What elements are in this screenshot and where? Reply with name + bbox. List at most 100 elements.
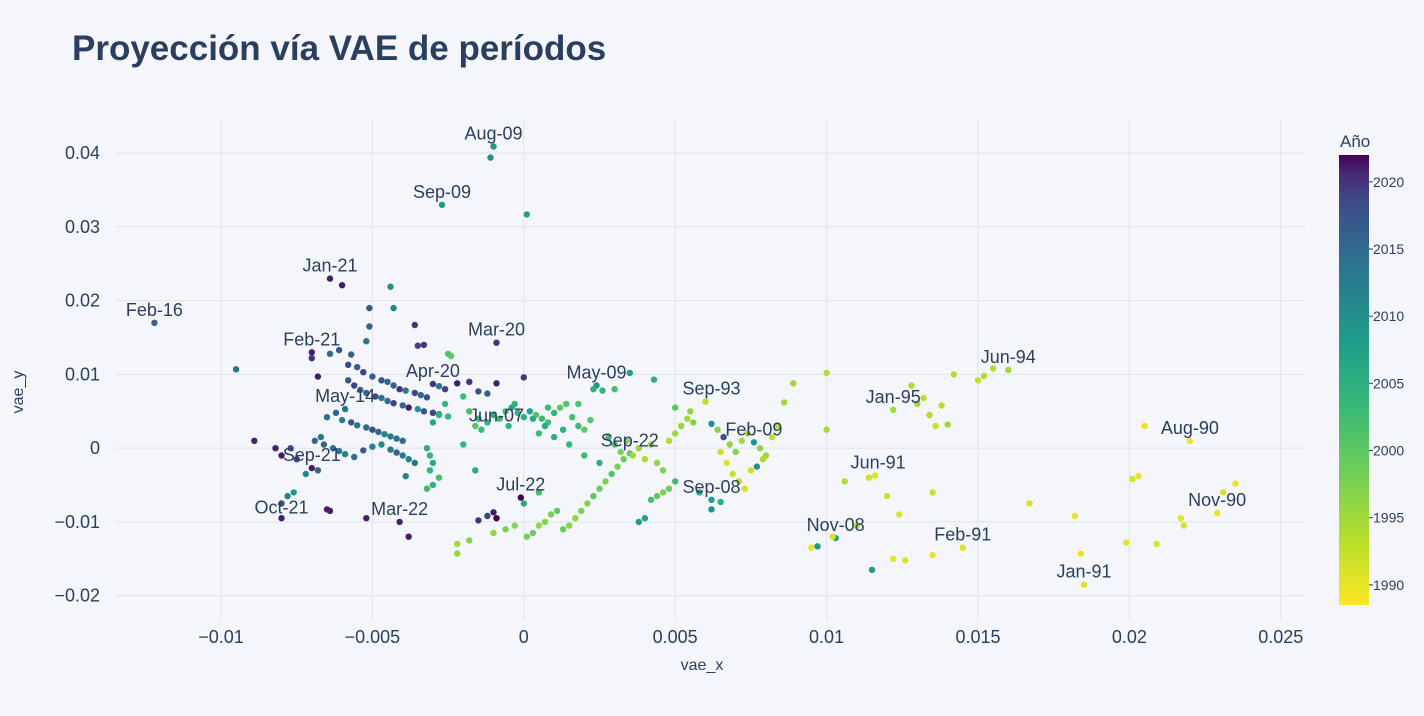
- data-point: [538, 415, 546, 422]
- data-point: [1135, 473, 1142, 480]
- data-point: [390, 304, 397, 312]
- point-annotation: Jul-22: [496, 475, 545, 495]
- data-point: [750, 439, 758, 446]
- y-axis-ticks: −0.02 −0.01 0 0.01 0.02 0.03 0.04: [54, 143, 100, 605]
- x-tick-label: −0.01: [198, 627, 244, 647]
- point-annotation: Apr-20: [406, 361, 460, 381]
- data-point: [871, 472, 879, 479]
- colorbar-tick-label: 2010: [1373, 308, 1404, 324]
- data-point: [311, 437, 318, 444]
- data-point: [417, 391, 424, 399]
- point-annotation: Sep-22: [601, 430, 659, 450]
- data-point: [690, 419, 697, 426]
- point-annotation: Feb-21: [283, 329, 340, 349]
- data-point: [575, 422, 582, 430]
- data-point: [381, 431, 388, 438]
- data-point: [478, 426, 485, 433]
- data-point: [423, 445, 431, 452]
- point-annotation: Jan-21: [302, 256, 357, 276]
- data-point: [326, 275, 334, 282]
- data-point: [399, 452, 406, 459]
- data-point: [335, 346, 343, 354]
- data-point: [659, 489, 667, 496]
- data-point: [420, 408, 428, 415]
- data-point: [1232, 480, 1239, 487]
- data-point: [484, 419, 491, 426]
- data-point: [781, 399, 788, 406]
- data-point: [620, 456, 627, 463]
- point-annotation: Aug-09: [464, 124, 522, 144]
- data-point: [672, 478, 679, 485]
- data-point: [614, 463, 621, 470]
- data-point: [596, 485, 603, 492]
- data-point: [493, 380, 500, 387]
- data-point: [520, 500, 527, 507]
- data-point: [475, 415, 482, 422]
- data-point: [566, 441, 573, 448]
- data-point: [708, 420, 715, 427]
- data-point: [1220, 489, 1227, 496]
- data-point: [402, 387, 409, 394]
- data-point: [366, 304, 373, 312]
- data-point: [617, 448, 624, 456]
- data-point: [523, 533, 530, 540]
- data-point: [363, 389, 370, 397]
- point-annotation: Feb-09: [725, 419, 782, 439]
- data-point: [914, 400, 921, 408]
- data-point: [684, 415, 691, 422]
- data-point: [744, 430, 751, 437]
- data-point: [493, 339, 500, 346]
- data-point: [487, 154, 494, 161]
- data-point: [559, 426, 567, 433]
- data-points: [151, 143, 1239, 588]
- data-point: [399, 437, 406, 444]
- data-point: [314, 373, 322, 380]
- data-point: [635, 518, 642, 526]
- data-point: [511, 400, 518, 408]
- x-axis-title: vae_x: [681, 657, 724, 674]
- data-point: [1180, 522, 1188, 529]
- point-annotation: Nov-08: [807, 515, 865, 535]
- data-point: [1026, 500, 1033, 507]
- data-point: [420, 341, 428, 349]
- data-point: [581, 426, 588, 433]
- data-point: [544, 404, 552, 411]
- x-tick-label: 0.005: [653, 627, 698, 647]
- colorbar-gradient: [1339, 155, 1369, 605]
- data-point: [920, 394, 927, 402]
- data-point: [547, 511, 555, 518]
- data-point: [348, 419, 355, 426]
- data-point: [1177, 515, 1185, 522]
- y-tick-label: 0.02: [65, 291, 100, 311]
- data-point: [378, 377, 385, 384]
- data-point: [932, 422, 939, 430]
- data-point: [290, 489, 297, 496]
- colorbar-tick-label: 2005: [1373, 375, 1404, 391]
- data-point: [520, 414, 527, 421]
- data-point: [232, 366, 240, 373]
- data-point: [753, 463, 761, 470]
- x-tick-label: 0.015: [955, 627, 1000, 647]
- data-point: [460, 441, 467, 448]
- data-point: [387, 283, 394, 290]
- data-point: [435, 383, 443, 390]
- data-point: [647, 441, 655, 448]
- data-point: [596, 459, 603, 467]
- data-point: [732, 448, 739, 456]
- point-annotation: Sep-09: [413, 182, 471, 202]
- data-point: [354, 422, 361, 429]
- data-point: [623, 437, 630, 444]
- data-point: [345, 361, 352, 368]
- x-tick-label: 0: [519, 627, 529, 647]
- data-point: [1153, 540, 1160, 548]
- data-point: [708, 496, 715, 503]
- data-point: [341, 450, 349, 458]
- data-point: [338, 282, 346, 289]
- y-axis-title: vae_y: [10, 371, 27, 414]
- data-point: [665, 437, 673, 444]
- data-point: [378, 394, 385, 402]
- colorbar-ticks: 1990 1995 2000 2005 2010 2015 2020: [1369, 174, 1404, 593]
- data-point: [938, 402, 945, 409]
- data-point: [438, 201, 446, 208]
